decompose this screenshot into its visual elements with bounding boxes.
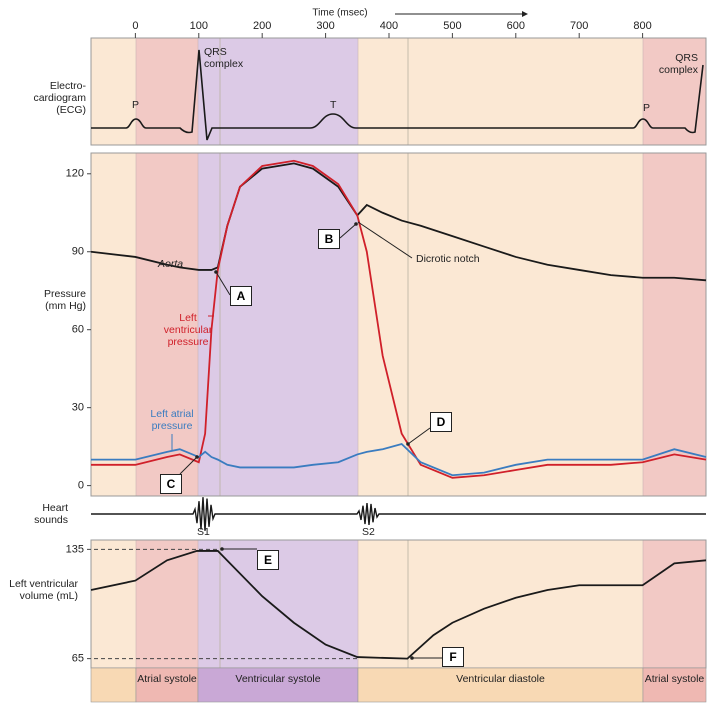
phase-background — [91, 540, 136, 668]
callout-arrow-head — [354, 222, 358, 226]
time-axis-label: Time (msec) — [312, 8, 367, 19]
series-line — [91, 159, 707, 479]
phase-background — [91, 153, 136, 496]
y-axis-label: Left ventricular volume (mL) — [9, 578, 78, 602]
series-label: Left atrial pressure — [150, 408, 194, 432]
callout-label: Dicrotic notch — [416, 253, 480, 265]
y-tick-label: 60 — [72, 324, 84, 336]
panel-frame — [90, 152, 707, 497]
ecg-annotation: QRS complex — [204, 46, 244, 70]
phase-background — [643, 540, 706, 668]
x-tick-label: 700 — [570, 20, 588, 32]
heart-sound-annotation: S2 — [362, 526, 375, 538]
phase-background — [358, 38, 643, 145]
phase-background — [136, 540, 198, 668]
phase-band — [642, 667, 707, 703]
callout-arrow — [339, 223, 357, 239]
phase-background — [358, 540, 643, 668]
callout-arrow-head — [406, 442, 410, 446]
phase-band — [357, 667, 644, 703]
y-tick-label: 90 — [72, 246, 84, 258]
ecg-annotation: P — [132, 99, 140, 111]
phase-band — [90, 667, 137, 703]
heart-sound-annotation: S1 — [197, 526, 210, 538]
heart-sounds-label: Heart sounds — [34, 502, 68, 526]
phase-background — [136, 153, 198, 496]
x-tick-label: 200 — [253, 20, 271, 32]
phase-background — [198, 153, 358, 496]
series-line — [91, 443, 707, 477]
callout-box: E — [257, 550, 279, 570]
x-tick-label: 0 — [132, 20, 138, 32]
callout-arrow — [357, 221, 413, 259]
callout-arrow — [179, 456, 198, 475]
callout-arrow-head — [220, 547, 224, 551]
callout-box: D — [430, 412, 452, 432]
phase-label: Atrial systole — [137, 673, 197, 685]
phase-background — [136, 38, 198, 145]
x-tick-label: 400 — [380, 20, 398, 32]
callout-box: C — [160, 474, 182, 494]
x-tick-label: 600 — [507, 20, 525, 32]
phase-label: Atrial systole — [644, 673, 705, 685]
y-tick-label: 135 — [66, 543, 84, 555]
callout-box: A — [230, 286, 252, 306]
x-tick-label: 100 — [190, 20, 208, 32]
phase-background — [91, 38, 136, 145]
series-line — [90, 550, 707, 660]
callout-box: B — [318, 229, 340, 249]
ecg-trace — [91, 49, 704, 141]
callout-arrow — [407, 427, 431, 445]
x-tick-label: 300 — [316, 20, 334, 32]
phase-background — [198, 38, 358, 145]
series-label: Left ventricular pressure — [163, 312, 213, 348]
series-label: Aorta — [158, 258, 184, 270]
callout-arrow — [215, 271, 231, 296]
ecg-annotation: T — [330, 99, 337, 111]
heart-sound-trace — [91, 497, 706, 531]
ecg-label: Electro-cardiogram (ECG) — [33, 80, 86, 116]
y-tick-label: 120 — [66, 168, 84, 180]
ecg-annotation: QRS complex — [658, 52, 698, 76]
y-tick-label: 0 — [78, 480, 84, 492]
time-arrow-head — [522, 11, 528, 17]
callout-arrow-head — [195, 455, 199, 459]
y-tick-label: 30 — [72, 402, 84, 414]
callout-arrow-head — [410, 656, 414, 660]
ecg-annotation: P — [643, 102, 651, 114]
x-tick-label: 800 — [633, 20, 651, 32]
y-axis-label: Pressure (mm Hg) — [43, 288, 86, 312]
callout-box: F — [442, 647, 464, 667]
x-tick-label: 500 — [443, 20, 461, 32]
phase-band — [135, 667, 199, 703]
phase-background — [643, 153, 706, 496]
y-tick-label: 65 — [72, 653, 84, 665]
phase-label: Ventricular systole — [235, 673, 321, 685]
phase-label: Ventricular diastole — [456, 673, 545, 685]
callout-arrow-head — [214, 270, 218, 274]
